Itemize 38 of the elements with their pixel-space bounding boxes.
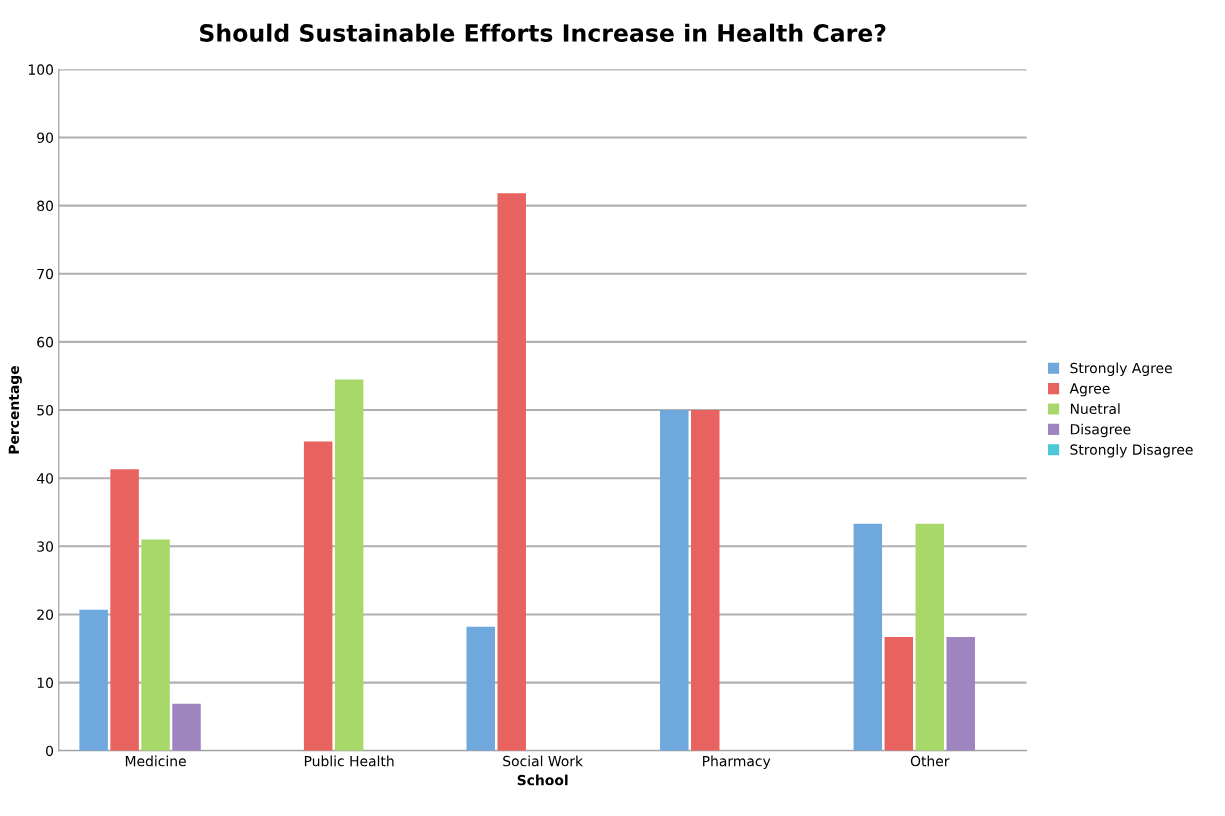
y-tick-label: 50: [37, 405, 54, 416]
y-tick-label: 60: [37, 336, 54, 348]
y-tick-label: 70: [37, 268, 54, 280]
y-tick-label: 100: [28, 64, 54, 75]
bar: [853, 523, 883, 751]
legend-label: Disagree: [1070, 423, 1131, 438]
legend-label: Strongly Agree: [1070, 362, 1172, 376]
y-tick-label: 80: [37, 200, 54, 212]
y-tick-label: 40: [36, 473, 54, 484]
legend-label: Nuetral: [1070, 403, 1120, 415]
x-tick-label: Pharmacy: [703, 755, 771, 770]
x-axis-title: School: [517, 774, 568, 786]
y-axis-title: Percentage: [8, 366, 22, 454]
x-tick-label: Other: [910, 755, 950, 767]
bar: [79, 609, 108, 751]
x-tick-label: Public Health: [304, 755, 394, 767]
bar: [334, 379, 364, 751]
y-tick-label: 10: [37, 677, 54, 689]
x-tick-label: Social Work: [503, 755, 584, 767]
bar: [946, 636, 975, 751]
chart-title: Should Sustainable Efforts Increase in Health Care?: [200, 23, 886, 42]
y-tick-label: 30: [37, 541, 54, 552]
y-tick-label: 20: [37, 609, 54, 620]
bar: [497, 193, 526, 751]
bar: [141, 539, 170, 751]
y-tick-label: 90: [37, 132, 54, 143]
bar: [884, 636, 914, 751]
bar: [303, 441, 333, 751]
bar: [915, 523, 945, 751]
legend-label: Strongly Disagree: [1070, 444, 1193, 458]
bar: [172, 703, 201, 751]
bar: [110, 469, 139, 751]
bar: [691, 410, 720, 751]
bar: [466, 626, 495, 751]
y-tick-label: 0: [46, 745, 54, 757]
legend-label: Agree: [1069, 383, 1110, 397]
bar: [660, 410, 689, 751]
x-tick-label: Medicine: [125, 755, 186, 767]
